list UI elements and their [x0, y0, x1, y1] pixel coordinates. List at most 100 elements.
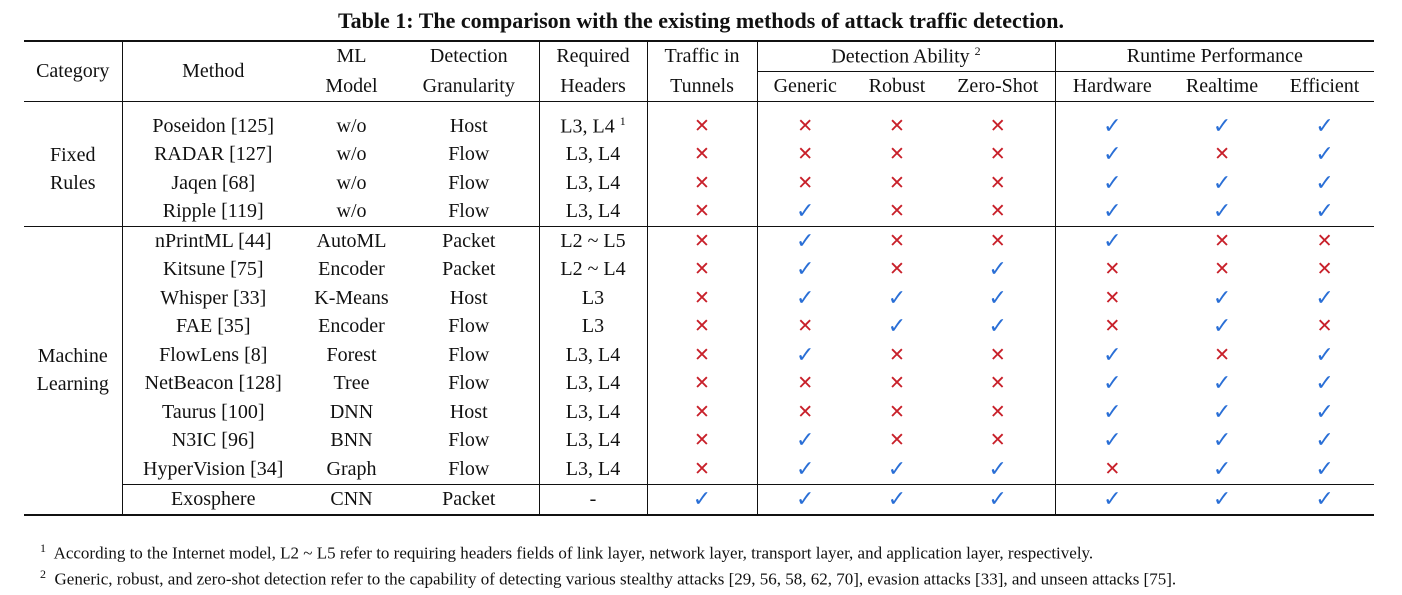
granularity-cell: Packet — [442, 258, 496, 281]
header-required-1: Required — [538, 40, 647, 72]
cross-icon: ✕ — [797, 143, 814, 166]
efficient-cell: ✓ — [1275, 370, 1374, 399]
required-headers-cell: L3, L4 — [538, 341, 647, 370]
check-icon: ✓ — [1315, 342, 1334, 368]
robust-cell: ✓ — [853, 483, 941, 516]
required-headers-cell: L3, L4 — [538, 140, 647, 169]
realtime-cell: ✓ — [1169, 169, 1275, 198]
generic-cell: ✕ — [756, 140, 853, 169]
hardware-cell: ✕ — [1054, 255, 1170, 284]
check-icon: ✓ — [1103, 113, 1122, 139]
efficient-cell: ✕ — [1275, 226, 1375, 256]
header-robust: Robust — [868, 75, 926, 97]
table-row: FlowLens [8] Forest Flow L3, L4 ✕ ✓ ✕ ✕ ✓ ✕ ✓ — [24, 341, 1374, 370]
required-headers-text: L2 ~ L4 — [560, 258, 626, 281]
required-headers-text: L3, L4 — [565, 457, 621, 480]
category-fixed-rules: Fixed Rules — [24, 101, 122, 227]
check-icon: ✓ — [887, 314, 907, 340]
check-icon: ✓ — [1315, 399, 1334, 425]
check-icon: ✓ — [1212, 371, 1232, 397]
realtime-cell: ✓ — [1169, 284, 1275, 313]
tunnels-cell: ✕ — [646, 341, 757, 370]
zero-shot-cell: ✕ — [941, 169, 1055, 198]
table-row: Jaqen [68] w/o Flow L3, L4 ✕ ✕ ✕ ✕ ✓ ✓ ✓ — [24, 169, 1374, 198]
check-icon: ✓ — [1103, 342, 1122, 368]
zero-shot-cell: ✓ — [941, 313, 1055, 342]
generic-cell: ✓ — [756, 255, 853, 284]
header-zero-shot: Zero-Shot — [957, 75, 1039, 97]
generic-cell: ✓ — [756, 426, 853, 455]
tunnels-cell: ✕ — [646, 140, 757, 169]
ml-model-cell: AutoML — [304, 226, 399, 256]
ml-model-cell: DNN — [329, 400, 374, 423]
check-icon: ✓ — [1103, 170, 1122, 196]
cross-icon: ✕ — [989, 343, 1006, 366]
check-icon: ✓ — [1212, 285, 1232, 311]
check-icon: ✓ — [988, 314, 1007, 340]
cross-icon: ✕ — [797, 400, 814, 423]
realtime-cell: ✕ — [1169, 226, 1276, 256]
method-cell: Jaqen [68] — [121, 169, 304, 198]
robust-cell: ✓ — [853, 455, 941, 484]
zero-shot-cell: ✕ — [941, 141, 1055, 170]
required-headers-cell: L3, L4 1 — [538, 101, 647, 141]
required-headers-cell: L3, L4 — [538, 426, 647, 455]
ml-model-cell: w/o — [336, 171, 367, 194]
check-icon: ✓ — [796, 342, 815, 368]
header-detection-ability-text: Detection Ability — [831, 45, 970, 68]
cross-icon: ✕ — [889, 429, 905, 452]
cross-icon: ✕ — [694, 258, 710, 281]
cross-icon: ✕ — [1316, 258, 1333, 281]
table-row: N3IC [96] BNN Flow L3, L4 ✕ ✓ ✕ ✕ ✓ ✓ ✓ — [24, 426, 1374, 456]
ml-model-cell: Encoder — [318, 258, 385, 281]
check-icon: ✓ — [796, 428, 815, 454]
granularity-cell: Host — [399, 101, 539, 141]
check-icon: ✓ — [1103, 486, 1122, 512]
required-headers-sup: 1 — [619, 113, 626, 128]
cross-icon: ✕ — [694, 200, 710, 223]
check-icon: ✓ — [988, 486, 1007, 512]
check-icon: ✓ — [1103, 371, 1122, 397]
cross-icon: ✕ — [889, 343, 905, 366]
robust-cell: ✕ — [853, 341, 941, 370]
required-headers-text: L3 — [581, 286, 605, 309]
granularity-cell: Flow — [448, 143, 490, 166]
granularity-cell: Flow — [448, 315, 490, 338]
cross-icon: ✕ — [1104, 286, 1121, 309]
category-fixed-2: Rules — [49, 172, 96, 194]
generic-cell: ✓ — [756, 483, 853, 516]
tunnels-cell: ✕ — [646, 426, 757, 455]
zero-shot-cell: ✕ — [941, 427, 1055, 456]
cross-icon: ✕ — [694, 143, 710, 166]
check-icon: ✓ — [1212, 113, 1232, 139]
hardware-cell: ✓ — [1054, 426, 1170, 455]
table-row: Taurus [100] DNN Host L3, L4 ✕ ✕ ✕ ✕ ✓ ✓ ✓ — [24, 398, 1374, 427]
ml-model-cell: Graph — [326, 457, 377, 480]
generic-cell: ✕ — [756, 169, 853, 198]
zero-shot-cell: ✓ — [941, 256, 1055, 285]
check-icon: ✓ — [1212, 199, 1232, 225]
method-cell: Poseidon [125] — [121, 101, 304, 141]
realtime-cell: ✓ — [1169, 455, 1275, 484]
check-icon: ✓ — [1103, 428, 1122, 454]
check-icon: ✓ — [1103, 228, 1122, 254]
hardware-cell: ✓ — [1054, 483, 1170, 516]
ml-model-cell: w/o — [304, 101, 399, 141]
generic-cell: ✓ — [756, 455, 853, 484]
efficient-cell: ✓ — [1275, 198, 1374, 227]
method-cell: Ripple [119] — [121, 197, 304, 227]
table-row: Ripple [119] w/o Flow L3, L4 ✕ ✓ ✕ ✕ ✓ ✓ ✓ — [24, 197, 1374, 227]
cross-icon: ✕ — [694, 372, 710, 395]
realtime-cell: ✓ — [1169, 398, 1275, 427]
zero-shot-cell: ✕ — [941, 101, 1056, 141]
hardware-cell: ✓ — [1054, 341, 1170, 370]
efficient-cell: ✓ — [1275, 398, 1374, 427]
table-row: Kitsune [75] Encoder Packet L2 ~ L4 ✕ ✓ ✕ ✓ ✕ ✕ ✕ — [24, 255, 1374, 285]
cross-icon: ✕ — [694, 400, 710, 423]
header-tunnels-2: Tunnels — [646, 71, 757, 102]
required-headers-cell: L3, L4 — [538, 455, 647, 484]
hardware-cell: ✓ — [1054, 169, 1170, 198]
required-headers-text: L3, L4 — [565, 372, 621, 395]
cross-icon: ✕ — [694, 457, 710, 480]
